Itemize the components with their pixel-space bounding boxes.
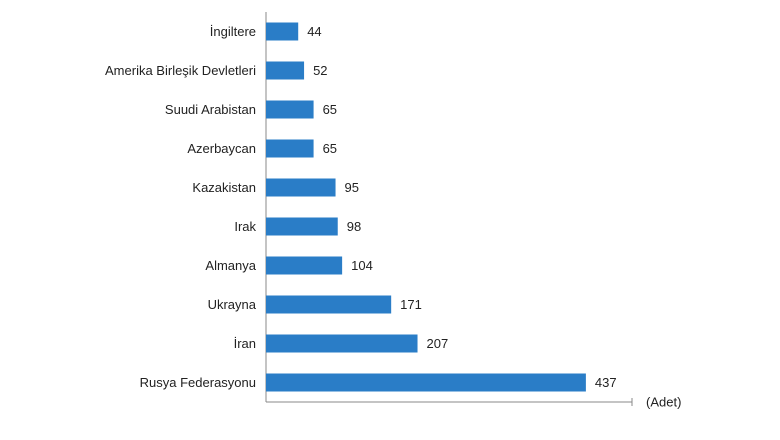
bar [266, 100, 314, 119]
value-label: 95 [345, 180, 359, 195]
y-tick-label: Suudi Arabistan [165, 102, 256, 117]
y-tick-label: Almanya [205, 258, 256, 273]
bar [266, 373, 586, 392]
y-tick-label: Rusya Federasyonu [140, 375, 256, 390]
bar [266, 139, 314, 158]
value-label: 207 [427, 336, 449, 351]
bar [266, 295, 392, 314]
bar [266, 334, 418, 353]
bar [266, 22, 299, 41]
y-tick-label: Amerika Birleşik Devletleri [105, 63, 256, 78]
value-label: 52 [313, 63, 327, 78]
value-label: 44 [307, 24, 321, 39]
y-tick-label: İran [234, 336, 256, 351]
y-tick-label: Kazakistan [192, 180, 256, 195]
x-axis-label: (Adet) [646, 394, 681, 409]
y-tick-label: Azerbaycan [187, 141, 256, 156]
value-label: 104 [351, 258, 373, 273]
value-label: 65 [323, 141, 337, 156]
y-tick-label: İngiltere [210, 24, 256, 39]
y-tick-label: Ukrayna [208, 297, 257, 312]
bar [266, 61, 305, 80]
value-label: 65 [323, 102, 337, 117]
value-label: 171 [400, 297, 422, 312]
y-tick-label: Irak [234, 219, 256, 234]
value-label: 437 [595, 375, 617, 390]
value-label: 98 [347, 219, 361, 234]
bar [266, 178, 336, 197]
bar [266, 217, 338, 236]
bar [266, 256, 343, 275]
